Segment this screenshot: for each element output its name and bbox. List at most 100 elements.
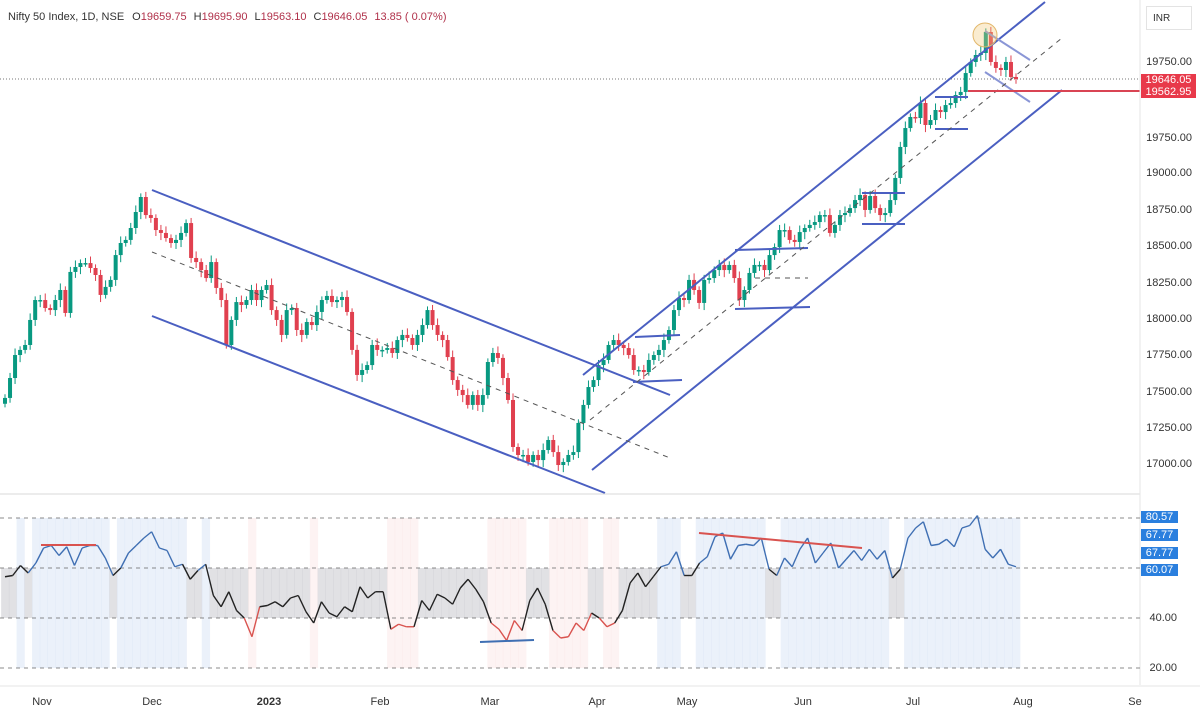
candle [365,361,370,374]
candle-body [385,348,390,350]
candle-body [329,295,334,303]
rsi-segment [135,537,145,547]
rsi-segment [151,531,160,549]
rsi-zone-shade [217,568,226,618]
up-channel-lower[interactable] [591,89,1063,471]
candle [98,269,103,303]
candle [314,305,319,332]
flag-line[interactable] [984,30,1031,61]
rsi-zone-shade [834,518,843,668]
candle [435,318,440,341]
candle [631,348,636,375]
candle [209,255,214,283]
candle-body [752,264,757,273]
candle-body [933,109,938,121]
rsi-divergence-line[interactable] [479,639,535,643]
rsi-segment [482,601,492,624]
candle-body [1008,61,1013,77]
candle [148,208,153,223]
candle [118,236,123,263]
candle [646,353,651,376]
candle-body [118,242,123,256]
rsi-segment [212,595,222,608]
candle-body [707,278,712,280]
rsi-segment [336,606,346,618]
candle-body [485,362,490,396]
rsi-segment [143,531,153,539]
candle [556,445,561,471]
rsi-zone-shade [958,518,967,668]
rsi-zone-shade [850,518,859,668]
rsi-zone-shade [904,518,913,668]
price-label: 19750.00 [1146,132,1192,144]
low-value: 19563.10 [260,11,307,23]
candle [742,286,747,308]
candle-body [898,146,903,178]
rsi-segment [189,570,199,580]
candle [898,141,903,184]
candle [249,284,254,305]
flag-line[interactable] [634,334,681,338]
rsi-segment [498,628,508,641]
candle-body [289,308,294,311]
candle-body [375,344,380,350]
rsi-zone-shade [927,518,936,668]
rsi-segment [259,604,268,608]
candle-body [445,340,450,358]
candle-body [918,103,923,119]
rsi-zone-shade [186,568,195,618]
rsi-zone-shade [140,518,149,668]
price-label: 17000.00 [1146,458,1192,470]
currency-button[interactable]: INR [1146,6,1192,30]
rsi-zone-shade [973,518,982,668]
rsi-zone-shade [47,518,56,668]
rsi-segment [992,548,1002,559]
rsi-zone-shade [780,518,789,668]
rsi-segment [938,538,947,545]
down-channel-upper[interactable] [151,189,671,396]
candle-body [148,215,153,218]
flag-line[interactable] [734,247,809,251]
candle-body [747,272,752,290]
rsi-segment [837,558,847,569]
candle [460,384,465,403]
rsi-zone-shade [417,568,427,618]
candle-body [541,450,546,461]
candle [319,296,324,320]
candle-body [878,208,883,216]
candle [490,347,495,367]
up-channel-mid[interactable] [589,37,1063,421]
rsi-segment [745,543,754,547]
rsi-zone-shade [78,518,87,668]
up-channel-upper[interactable] [582,1,1046,376]
flag-line[interactable] [632,379,683,383]
rsi-segment [891,568,901,579]
candle-body [400,334,405,341]
candle [455,376,460,396]
rsi-zone-shade [441,568,450,618]
candle-body [516,446,521,455]
rsi-zone-shade [657,518,666,668]
down-channel-lower[interactable] [151,315,606,494]
candle-body [108,279,113,287]
candle [998,64,1003,76]
candle [727,261,732,274]
candle [541,443,546,468]
flag-line[interactable] [734,306,811,310]
down-channel-mid[interactable] [151,251,671,459]
candle-body [143,197,148,216]
candle [108,276,113,292]
candle [682,294,687,308]
rsi-segment [181,563,191,580]
candle [611,334,616,350]
rsi-segment [267,601,276,607]
candle-body [792,239,797,242]
rsi-segment [699,556,708,564]
candle-body [48,308,53,311]
rsi-divergence-line[interactable] [698,532,863,549]
symbol-title: Nifty 50 Index, 1D, NSE [8,11,125,23]
candle-body [677,297,681,311]
candle-body [656,349,661,356]
flag-line[interactable] [984,71,1031,103]
